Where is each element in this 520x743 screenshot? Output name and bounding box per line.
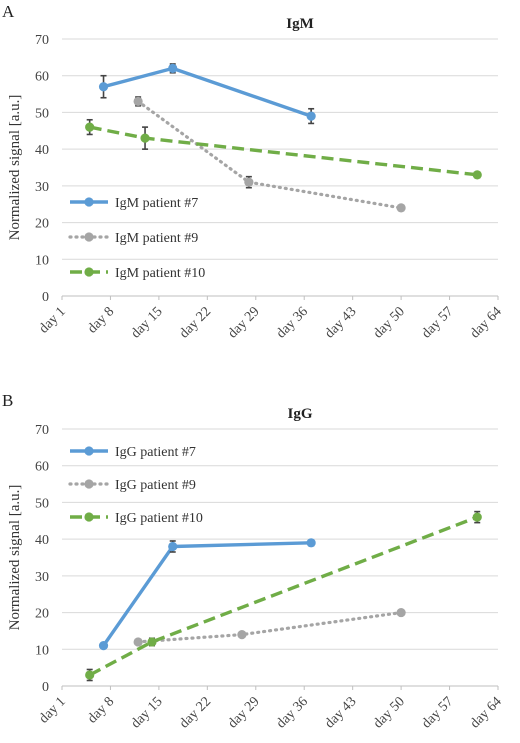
legend-label: IgM patient #7 <box>115 196 198 211</box>
series-line <box>88 515 478 677</box>
panel-label: A <box>2 2 15 21</box>
data-point <box>472 512 482 522</box>
x-tick-label: day 22 <box>177 694 214 731</box>
y-tick-label: 30 <box>35 570 49 585</box>
x-tick-label: day 8 <box>85 304 117 336</box>
y-tick-label: 40 <box>35 533 49 548</box>
chart-title: IgM <box>286 16 314 32</box>
x-tick-label: day 64 <box>468 304 505 341</box>
data-point <box>85 670 95 680</box>
y-tick-label: 30 <box>35 180 49 195</box>
y-tick-label: 70 <box>35 423 49 438</box>
data-point <box>306 111 316 121</box>
data-point <box>396 607 406 618</box>
y-tick-label: 40 <box>35 143 49 158</box>
series-line <box>89 125 478 177</box>
data-point <box>140 133 150 143</box>
x-tick-label: day 1 <box>37 694 69 726</box>
y-tick-label: 10 <box>35 253 49 268</box>
legend-swatch-marker <box>84 512 94 522</box>
data-point <box>168 63 178 73</box>
y-axis-label: Normalized signal [a.u.] <box>7 95 23 241</box>
x-tick-label: day 29 <box>225 304 262 341</box>
x-tick-label: day 8 <box>85 694 117 726</box>
legend-label: IgG patient #7 <box>115 445 196 460</box>
y-tick-label: 10 <box>35 643 49 658</box>
y-tick-label: 70 <box>35 33 49 48</box>
x-tick-label: day 50 <box>371 304 408 341</box>
legend-swatch-marker <box>84 232 94 242</box>
x-tick-label: day 36 <box>274 304 311 341</box>
legend-swatch-marker <box>84 446 94 456</box>
data-point <box>168 541 178 552</box>
x-tick-label: day 57 <box>419 304 456 341</box>
legend-swatch-marker <box>84 267 94 277</box>
data-point <box>396 203 406 213</box>
x-tick-label: day 1 <box>37 304 69 336</box>
x-tick-label: day 29 <box>225 694 262 731</box>
y-tick-label: 50 <box>35 106 49 121</box>
legend-label: IgG patient #9 <box>115 478 196 493</box>
legend-label: IgM patient #9 <box>115 231 198 246</box>
y-tick-label: 0 <box>42 290 49 305</box>
y-axis-label: Normalized signal [a.u.] <box>7 485 23 631</box>
data-point <box>133 637 143 647</box>
data-point <box>244 177 254 187</box>
data-point <box>98 641 109 651</box>
data-point <box>472 170 482 180</box>
y-tick-label: 60 <box>35 460 49 475</box>
x-tick-label: day 50 <box>371 694 408 731</box>
data-point <box>85 122 95 132</box>
data-point <box>237 630 247 640</box>
legend-swatch-marker <box>84 197 94 207</box>
legend-label: IgG patient #10 <box>115 511 203 526</box>
data-point <box>98 82 109 92</box>
legend-swatch-marker <box>84 479 94 489</box>
chart-panel-a: A IgM 0 10 20 30 40 50 60 70 day 1 day 8 day 15 day 2… <box>2 2 505 341</box>
x-tick-label: day 64 <box>468 694 505 731</box>
series-line <box>136 611 403 644</box>
series-line <box>136 99 403 210</box>
x-tick-label: day 15 <box>128 304 165 341</box>
y-tick-label: 20 <box>35 607 49 622</box>
chart-panel-b: B IgG 0 10 20 30 40 50 60 70 day 1 day 8 day 15 day 2… <box>2 391 505 731</box>
x-tick-label: day 15 <box>128 694 165 731</box>
y-tick-label: 20 <box>35 217 49 232</box>
x-tick-label: day 22 <box>177 304 214 341</box>
panel-label: B <box>2 391 13 410</box>
y-tick-label: 50 <box>35 496 49 511</box>
x-tick-label: day 57 <box>419 694 456 731</box>
y-tick-label: 0 <box>42 680 49 695</box>
legend-label: IgM patient #10 <box>115 266 205 281</box>
y-tick-label: 60 <box>35 70 49 85</box>
x-tick-label: day 43 <box>322 694 359 731</box>
x-tick-label: day 43 <box>322 304 359 341</box>
chart-title: IgG <box>287 406 312 422</box>
data-point <box>133 96 143 107</box>
x-tick-label: day 36 <box>274 694 311 731</box>
data-point <box>147 637 157 647</box>
data-point <box>306 538 316 548</box>
